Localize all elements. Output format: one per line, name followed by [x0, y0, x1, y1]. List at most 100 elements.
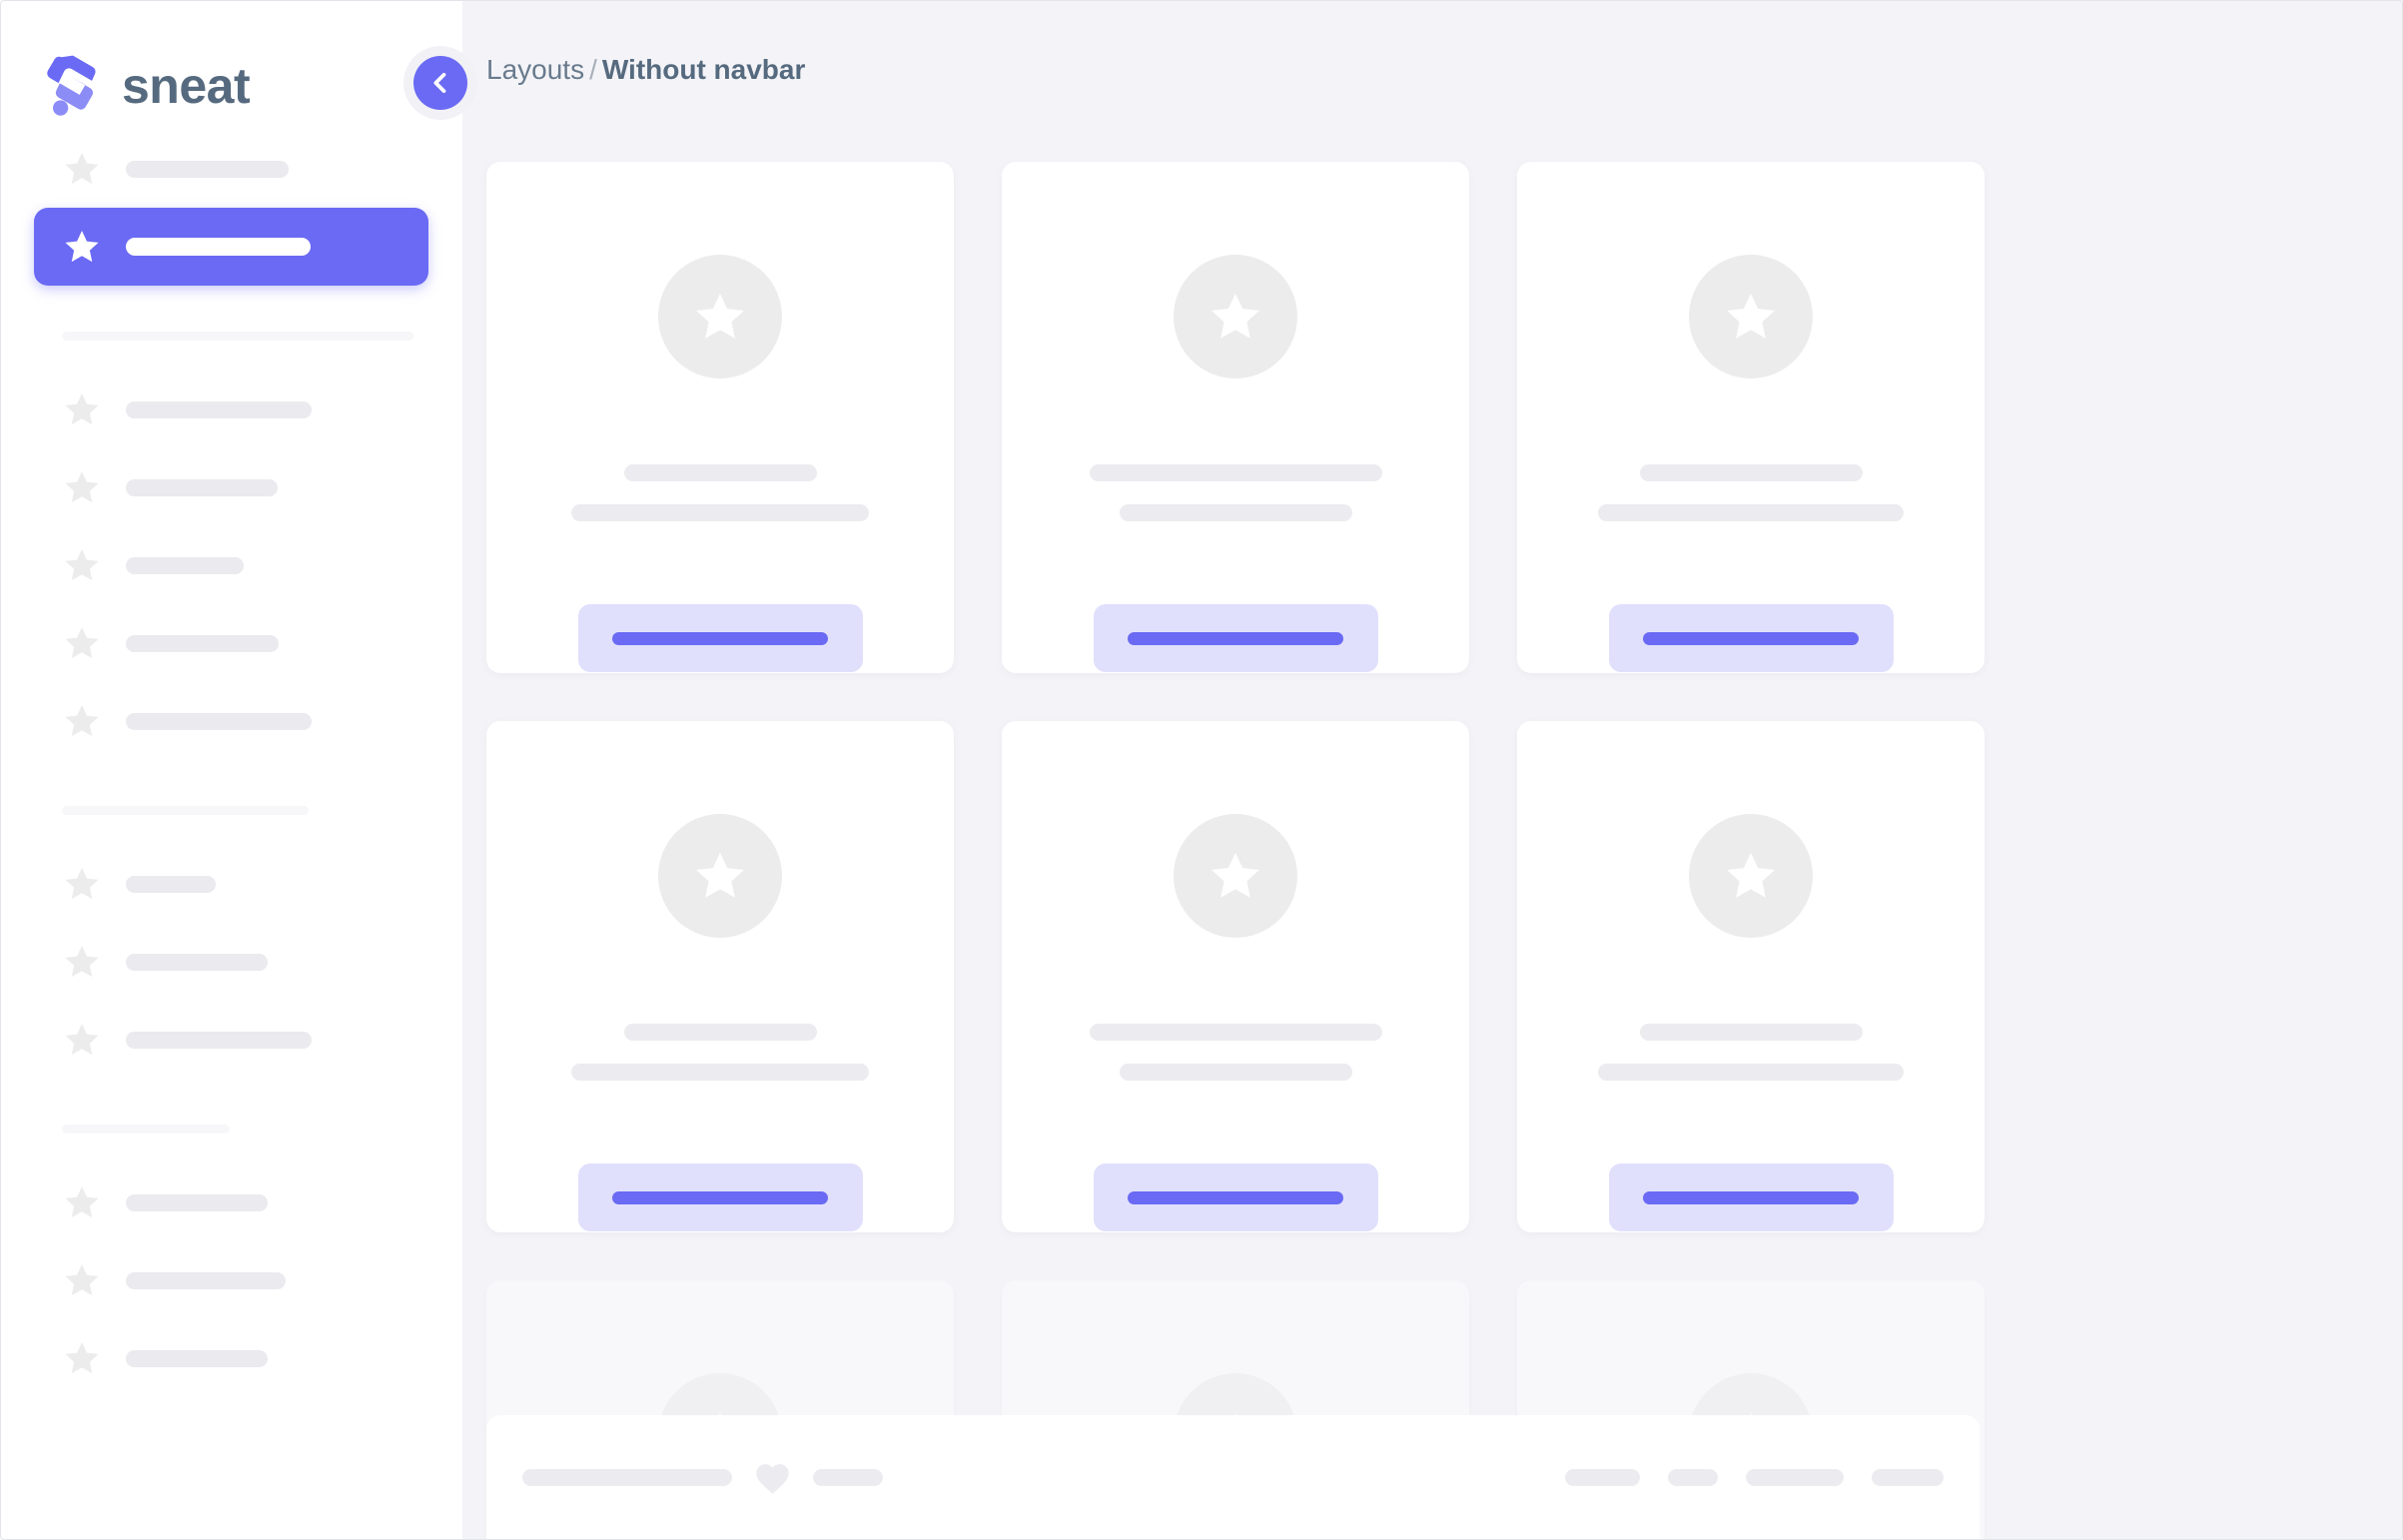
- card-text-line-2: [571, 504, 869, 521]
- sidebar-item[interactable]: [34, 1163, 428, 1241]
- sidebar-item[interactable]: [34, 845, 428, 923]
- card-text-line-2: [571, 1064, 869, 1081]
- card-text-skeleton: [486, 1024, 954, 1081]
- card-action-button-label-skeleton: [612, 1190, 828, 1204]
- card-action-button[interactable]: [577, 1163, 863, 1231]
- sidebar-item-label-skeleton: [126, 1031, 312, 1049]
- brand-logo[interactable]: sneat: [0, 0, 462, 130]
- card-action-button-label-skeleton: [1643, 1190, 1859, 1204]
- card-avatar: [658, 814, 782, 938]
- sidebar-item-label-skeleton: [126, 875, 216, 893]
- star-icon: [62, 1020, 102, 1060]
- sidebar-item-label-skeleton: [126, 238, 311, 256]
- sidebar-item[interactable]: [34, 923, 428, 1001]
- sidebar-item[interactable]: [34, 1001, 428, 1079]
- breadcrumb-parent[interactable]: Layouts: [486, 54, 585, 85]
- card-action-button[interactable]: [1608, 604, 1894, 672]
- star-icon: [62, 389, 102, 429]
- brand-name: sneat: [122, 58, 251, 114]
- card-action-button-label-skeleton: [1643, 631, 1859, 645]
- card-avatar: [1174, 814, 1297, 938]
- card-action-button[interactable]: [1608, 1163, 1894, 1231]
- sidebar-item[interactable]: [34, 682, 428, 760]
- card-text-skeleton: [1002, 1024, 1469, 1081]
- card-text-skeleton: [1517, 1024, 1985, 1081]
- card-action-button-label-skeleton: [1128, 631, 1343, 645]
- card-text-line-1: [1639, 1024, 1863, 1041]
- card-avatar: [658, 255, 782, 379]
- footer-bar: [486, 1415, 1980, 1540]
- star-icon: [62, 149, 102, 189]
- breadcrumb-current: Without navbar: [601, 54, 806, 85]
- nav-spacer: [34, 286, 428, 332]
- card-text-line-1: [1089, 1024, 1382, 1041]
- star-icon: [62, 942, 102, 982]
- card-text-line-1: [623, 1024, 817, 1041]
- star-icon: [62, 1338, 102, 1378]
- sidebar-item-label-skeleton: [126, 1271, 286, 1289]
- sidebar-item-label-skeleton: [126, 953, 268, 971]
- card-action-button[interactable]: [1093, 1163, 1378, 1231]
- nav-spacer: [34, 815, 428, 845]
- card-avatar: [1174, 255, 1297, 379]
- card-text-skeleton: [1002, 464, 1469, 521]
- footer-text-skeleton: [522, 1469, 732, 1486]
- nav-spacer: [34, 760, 428, 806]
- content-card: [1517, 721, 1985, 1232]
- nav-spacer: [34, 1079, 428, 1125]
- sidebar-item[interactable]: [34, 130, 428, 208]
- card-avatar: [1689, 814, 1813, 938]
- footer-left-group: [522, 1461, 883, 1495]
- heart-icon: [754, 1461, 791, 1495]
- card-grid: [462, 84, 2403, 1540]
- content-card: [1002, 162, 1469, 673]
- star-icon: [62, 864, 102, 904]
- sidebar-item-label-skeleton: [126, 160, 289, 178]
- footer-link-skeleton[interactable]: [1746, 1469, 1844, 1486]
- star-icon: [62, 1182, 102, 1222]
- footer-link-skeleton[interactable]: [1565, 1469, 1640, 1486]
- star-icon: [62, 701, 102, 741]
- card-text-line-1: [623, 464, 817, 481]
- sneat-s-logo-icon: [44, 55, 100, 117]
- card-text-line-2: [1119, 504, 1352, 521]
- card-avatar: [1689, 255, 1813, 379]
- sidebar-item[interactable]: [34, 526, 428, 604]
- sidebar-section-divider: [62, 332, 413, 341]
- star-icon: [62, 227, 102, 267]
- card-text-line-1: [1639, 464, 1863, 481]
- card-text-skeleton: [1517, 464, 1985, 521]
- sidebar-item-label-skeleton: [126, 1349, 268, 1367]
- footer-right-group: [1565, 1469, 1944, 1486]
- sidebar-item[interactable]: [34, 1241, 428, 1319]
- card-text-line-1: [1089, 464, 1382, 481]
- content-card: [1517, 162, 1985, 673]
- card-action-button[interactable]: [1093, 604, 1378, 672]
- card-action-button-label-skeleton: [612, 631, 828, 645]
- content-card: [1002, 721, 1469, 1232]
- main-content: Layouts / Without navbar: [462, 0, 2403, 1540]
- sidebar-item[interactable]: [34, 1319, 428, 1397]
- breadcrumb: Layouts / Without navbar: [462, 0, 2403, 84]
- card-action-button[interactable]: [577, 604, 863, 672]
- sidebar-nav: [0, 130, 462, 1397]
- sidebar-item[interactable]: [34, 448, 428, 526]
- content-card: [486, 721, 954, 1232]
- footer-link-skeleton[interactable]: [1668, 1469, 1718, 1486]
- star-icon: [62, 1260, 102, 1300]
- card-text-line-2: [1598, 1064, 1904, 1081]
- breadcrumb-separator: /: [589, 54, 597, 85]
- chevron-left-icon: [413, 56, 467, 110]
- footer-link-skeleton[interactable]: [1872, 1469, 1944, 1486]
- sidebar-item[interactable]: [34, 604, 428, 682]
- nav-spacer: [34, 341, 428, 371]
- sidebar-item-label-skeleton: [126, 1193, 268, 1211]
- card-action-button-label-skeleton: [1128, 1190, 1343, 1204]
- sidebar-item-active[interactable]: [34, 208, 428, 286]
- card-text-line-2: [1598, 504, 1904, 521]
- sidebar-collapse-toggle[interactable]: [403, 46, 477, 120]
- sidebar-item[interactable]: [34, 371, 428, 448]
- footer-text-skeleton: [813, 1469, 883, 1486]
- nav-spacer: [34, 1134, 428, 1163]
